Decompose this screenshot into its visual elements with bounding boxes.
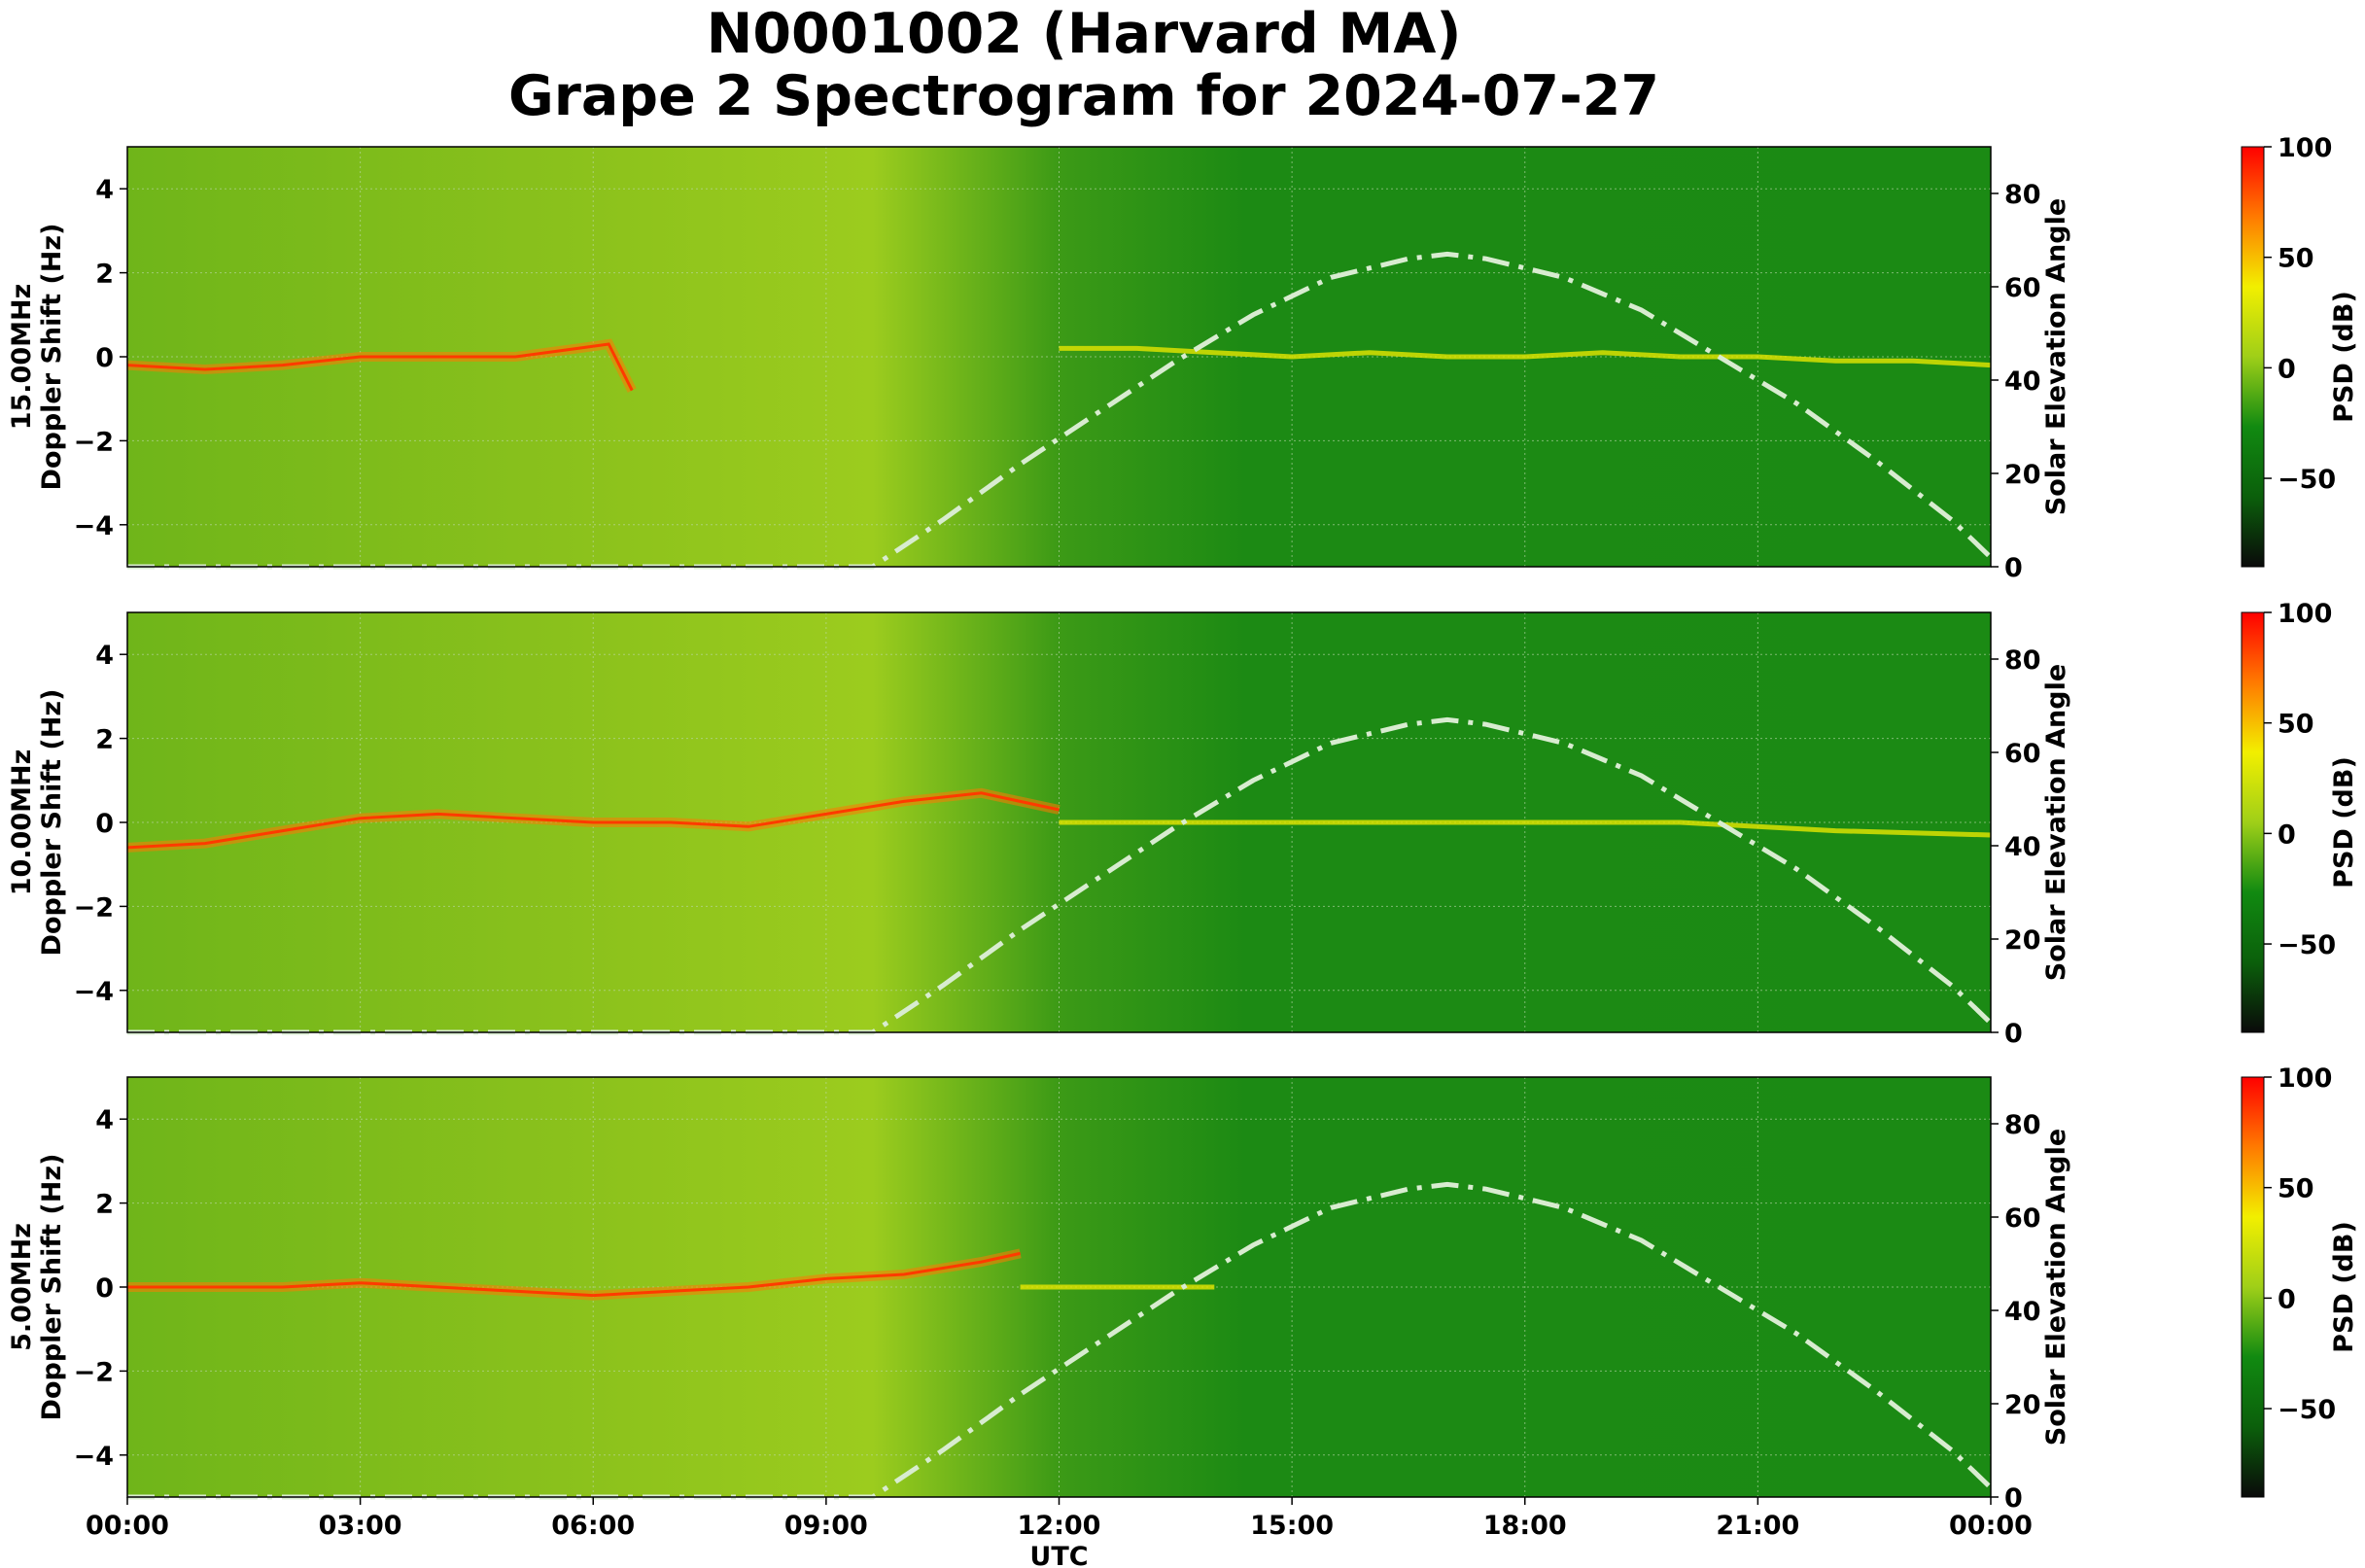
y2-tick-label: 80 [2004, 1110, 2041, 1140]
y-tick-label: −4 [74, 977, 114, 1007]
colorbar-tick-label: 0 [2278, 1284, 2296, 1314]
y2-tick-label: 0 [2004, 1483, 2023, 1514]
colorbar-tick-label: 50 [2278, 1174, 2314, 1204]
colorbar-tick-label: 0 [2278, 354, 2296, 384]
solar-elevation-curve [127, 716, 1993, 1035]
colorbar-gradient [2241, 611, 2265, 1033]
x-tick-label: 06:00 [551, 1511, 635, 1541]
colorbar-gradient [2241, 146, 2265, 568]
solar-elevation-curve [127, 1181, 1993, 1500]
y-tick-label: 0 [95, 343, 114, 373]
y2-axis-label: Solar Elevation Angle [2041, 198, 2071, 515]
x-tick-label: 00:00 [86, 1511, 169, 1541]
colorbar-tick-label: 100 [2278, 599, 2332, 629]
y2-tick-label: 0 [2004, 553, 2023, 583]
y-tick-label: 0 [95, 1273, 114, 1304]
y2-tick-label: 80 [2004, 645, 2041, 676]
colorbar-tick-label: −50 [2278, 465, 2336, 495]
doppler-signal-core [126, 791, 1060, 850]
x-tick-label: 15:00 [1250, 1511, 1334, 1541]
colorbar-label: PSD (dB) [2329, 756, 2359, 889]
y-axis-label: Doppler Shift (Hz) [37, 224, 67, 491]
y2-tick-label: 40 [2004, 1297, 2041, 1327]
y2-axis-label: Solar Elevation Angle [2041, 664, 2071, 981]
colorbar: 100 50 0 −50 PSD (dB) [2241, 133, 2359, 568]
colorbar-label: PSD (dB) [2329, 1221, 2359, 1353]
y2-tick-label: 60 [2004, 739, 2041, 769]
y2-tick-label: 80 [2004, 180, 2041, 210]
frequency-label: 5.00MHz [7, 1223, 37, 1351]
y-tick-label: −4 [74, 511, 114, 541]
colorbar-tick-label: −50 [2278, 1395, 2336, 1425]
y-tick-label: 2 [95, 260, 114, 290]
solar-elevation-curve [127, 251, 1993, 570]
y-tick-label: 4 [95, 641, 114, 671]
frequency-label: 10.00MHz [7, 749, 37, 896]
chart-title-line-2: Grape 2 Spectrogram for 2024-07-27 [507, 64, 1660, 128]
doppler-day-trace [1059, 345, 1992, 368]
y2-tick-label: 60 [2004, 1203, 2041, 1234]
colorbar-tick-label: 0 [2278, 819, 2296, 850]
y-tick-label: −2 [74, 892, 114, 923]
y-tick-label: 4 [95, 1105, 114, 1135]
y2-tick-label: 40 [2004, 366, 2041, 397]
x-axis-label: UTC [1029, 1542, 1088, 1568]
colorbar-gradient [2241, 1076, 2265, 1498]
x-tick-label: 00:00 [1949, 1511, 2033, 1541]
y-tick-label: −2 [74, 427, 114, 457]
y2-tick-label: 0 [2004, 1019, 2023, 1049]
y2-tick-label: 60 [2004, 273, 2041, 303]
x-tick-label: 03:00 [319, 1511, 402, 1541]
colorbar-tick-label: 50 [2278, 710, 2314, 740]
doppler-signal-core [126, 342, 634, 392]
chart-title-line-1: N0001002 (Harvard MA) [706, 2, 1462, 66]
x-tick-label: 18:00 [1483, 1511, 1567, 1541]
y-tick-label: 0 [95, 809, 114, 839]
colorbar: 100 50 0 −50 PSD (dB) [2241, 599, 2359, 1033]
colorbar: 100 50 0 −50 PSD (dB) [2241, 1063, 2359, 1498]
x-tick-label: 09:00 [784, 1511, 868, 1541]
colorbar-tick-label: −50 [2278, 930, 2336, 960]
y2-tick-label: 40 [2004, 832, 2041, 862]
colorbar-tick-label: 100 [2278, 133, 2332, 163]
y-axis-label: Doppler Shift (Hz) [37, 1154, 67, 1421]
colorbar-tick-label: 50 [2278, 244, 2314, 274]
x-tick-label: 21:00 [1716, 1511, 1799, 1541]
doppler-day-trace [1059, 819, 1992, 838]
y-tick-label: −2 [74, 1357, 114, 1387]
doppler-signal-core [127, 1251, 1021, 1298]
frequency-label: 15.00MHz [7, 284, 37, 431]
y-tick-label: 4 [95, 175, 114, 205]
y2-axis-label: Solar Elevation Angle [2041, 1129, 2071, 1446]
y2-tick-label: 20 [2004, 460, 2041, 490]
y-tick-label: −4 [74, 1442, 114, 1472]
y-tick-label: 2 [95, 725, 114, 755]
y-axis-label: Doppler Shift (Hz) [37, 689, 67, 957]
y2-tick-label: 20 [2004, 1390, 2041, 1420]
y-tick-label: 2 [95, 1190, 114, 1220]
colorbar-tick-label: 100 [2278, 1063, 2332, 1094]
colorbar-label: PSD (dB) [2329, 291, 2359, 423]
y2-tick-label: 20 [2004, 925, 2041, 956]
x-tick-label: 12:00 [1018, 1511, 1101, 1541]
